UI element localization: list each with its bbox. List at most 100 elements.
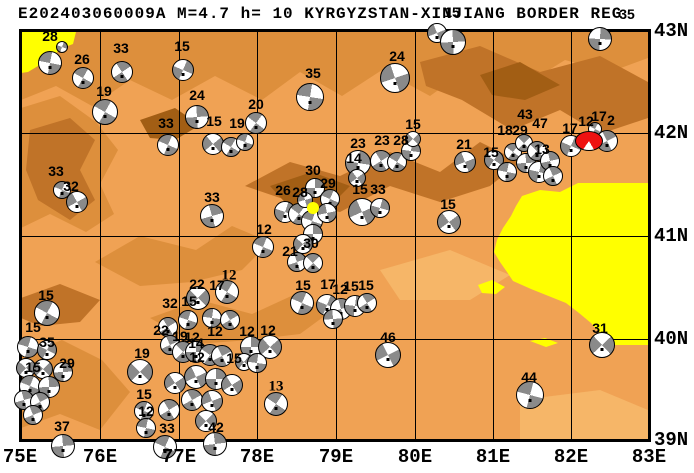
axis-dot bbox=[249, 349, 253, 353]
focal-mechanism-ball bbox=[23, 405, 43, 425]
axis-dot bbox=[268, 350, 272, 354]
depth-label: 43 bbox=[517, 106, 533, 122]
focal-mechanism-ball bbox=[497, 162, 517, 182]
axis-dot bbox=[300, 306, 304, 310]
depth-label: 14 bbox=[188, 335, 204, 351]
focal-mechanism-ball bbox=[127, 359, 153, 385]
focal-mechanism-ball bbox=[221, 374, 243, 396]
axis-dot bbox=[379, 163, 383, 167]
axis-dot bbox=[551, 178, 555, 182]
map-frame bbox=[19, 29, 651, 442]
axis-dot bbox=[195, 120, 199, 124]
axis-dot bbox=[325, 215, 329, 219]
axis-dot bbox=[447, 225, 451, 229]
focal-mechanism-ball bbox=[211, 345, 233, 367]
depth-label: 33 bbox=[113, 40, 129, 56]
focal-mechanism-ball bbox=[440, 29, 466, 55]
depth-label: 19 bbox=[172, 328, 188, 344]
depth-label: 35 bbox=[619, 6, 635, 22]
axis-dot bbox=[605, 143, 609, 147]
axis-dot bbox=[41, 371, 45, 375]
depth-label: 32 bbox=[63, 178, 79, 194]
grid-line-lat bbox=[20, 236, 649, 237]
depth-label: 23 bbox=[374, 132, 390, 148]
grid-line-lon bbox=[493, 31, 494, 440]
depth-label: 12 bbox=[221, 267, 237, 284]
focal-mechanism-ball bbox=[53, 362, 73, 382]
depth-label: 14 bbox=[346, 150, 362, 166]
focal-mechanism-ball bbox=[380, 63, 410, 93]
focal-mechanism-ball bbox=[203, 432, 227, 456]
depth-label: 33 bbox=[204, 189, 220, 205]
focal-mechanism-ball bbox=[264, 392, 288, 416]
grid-line-lon bbox=[336, 31, 337, 440]
axis-dot bbox=[243, 144, 247, 148]
axis-dot bbox=[378, 210, 382, 214]
focal-mechanism-ball bbox=[178, 310, 198, 330]
focal-mechanism-ball bbox=[220, 310, 240, 330]
focal-mechanism-ball bbox=[516, 381, 544, 409]
grid-line-lon bbox=[415, 31, 416, 440]
axis-dot bbox=[600, 348, 604, 352]
lon-label: 75E bbox=[2, 446, 38, 468]
focal-mechanism-ball bbox=[437, 210, 461, 234]
lon-label: 78E bbox=[239, 446, 275, 468]
axis-dot bbox=[505, 174, 509, 178]
depth-label: 13 bbox=[534, 141, 550, 157]
axis-dot bbox=[313, 190, 317, 194]
axis-dot bbox=[31, 417, 35, 421]
depth-label: 26 bbox=[74, 51, 90, 67]
axis-dot bbox=[393, 81, 397, 85]
focal-mechanism-ball bbox=[370, 198, 390, 218]
epicenter-dot bbox=[307, 202, 319, 214]
focal-mechanism-ball bbox=[348, 169, 366, 187]
focal-mechanism-ball bbox=[247, 353, 267, 373]
axis-dot bbox=[255, 365, 259, 369]
focal-mechanism-ball bbox=[195, 410, 217, 432]
focal-mechanism-ball bbox=[92, 99, 118, 125]
axis-dot bbox=[61, 449, 65, 453]
depth-label: 15 bbox=[343, 278, 359, 294]
depth-label: 15 bbox=[25, 359, 41, 375]
focal-mechanism-ball bbox=[357, 293, 377, 313]
axis-dot bbox=[522, 145, 526, 149]
axis-dot bbox=[229, 149, 233, 153]
depth-label: 12 bbox=[256, 221, 272, 237]
depth-label: 15 bbox=[405, 116, 421, 132]
lat-label: 43N bbox=[654, 20, 689, 42]
axis-dot bbox=[528, 398, 532, 402]
depth-label: 46 bbox=[380, 329, 396, 345]
axis-dot bbox=[360, 215, 364, 219]
depth-label: 22 bbox=[189, 276, 205, 292]
focal-mechanism-ball bbox=[454, 151, 476, 173]
lon-label: 82E bbox=[553, 446, 589, 468]
depth-label: 15 bbox=[295, 277, 311, 293]
axis-dot bbox=[45, 316, 49, 320]
depth-label: 19 bbox=[134, 345, 150, 361]
axis-dot bbox=[45, 352, 49, 356]
depth-label: 37 bbox=[54, 418, 70, 434]
lon-label: 79E bbox=[318, 446, 354, 468]
depth-label: 32 bbox=[162, 295, 178, 311]
axis-dot bbox=[228, 322, 232, 326]
axis-dot bbox=[181, 72, 185, 76]
focal-mechanism-ball bbox=[185, 105, 209, 129]
depth-label: 29 bbox=[320, 175, 336, 191]
depth-label: 15 bbox=[358, 277, 374, 293]
focal-mechanism-ball bbox=[252, 236, 274, 258]
axis-dot bbox=[598, 42, 602, 46]
axis-dot bbox=[365, 305, 369, 309]
axis-dot bbox=[163, 450, 167, 454]
depth-label: 12 bbox=[138, 403, 154, 419]
axis-dot bbox=[283, 214, 287, 218]
axis-dot bbox=[395, 164, 399, 168]
depth-label: 30 bbox=[303, 235, 319, 251]
axis-dot bbox=[47, 389, 51, 393]
lat-label: 39N bbox=[654, 429, 689, 451]
focal-mechanism-ball bbox=[136, 418, 156, 438]
axis-dot bbox=[75, 204, 79, 208]
focal-mechanism-ball bbox=[172, 59, 194, 81]
axis-dot bbox=[166, 147, 170, 151]
axis-dot bbox=[138, 375, 142, 379]
